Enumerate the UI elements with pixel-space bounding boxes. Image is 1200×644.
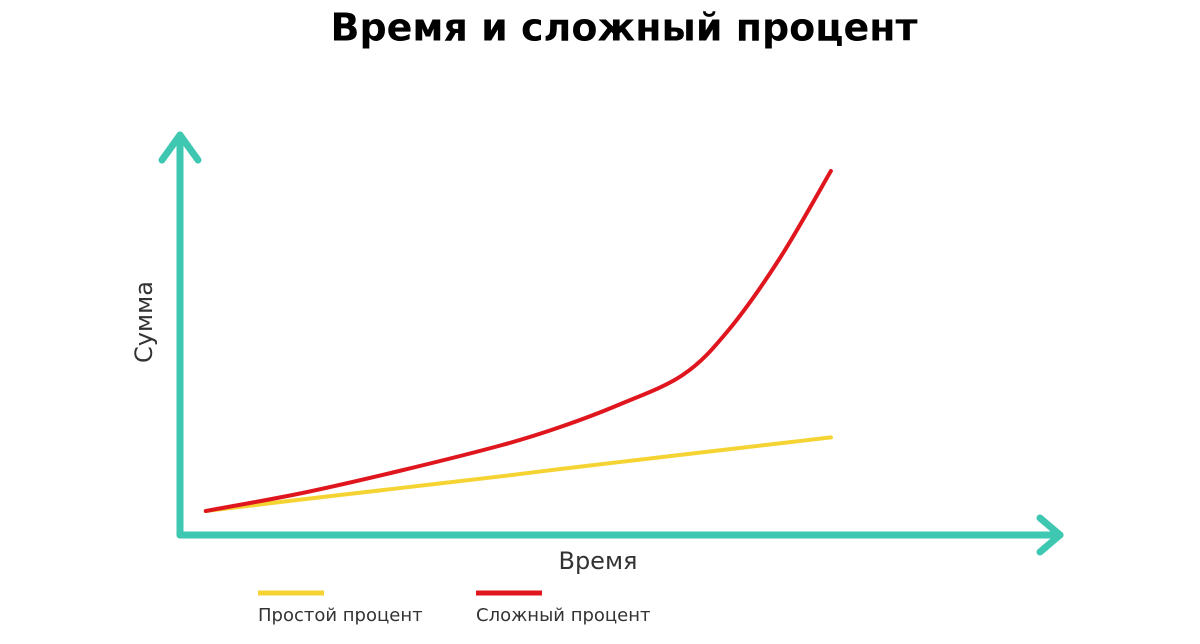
axes xyxy=(158,131,1064,556)
chart-title: Время и сложный процент xyxy=(330,6,917,50)
y-axis-arrow xyxy=(158,131,202,164)
series-line xyxy=(203,169,833,513)
legend-label: Сложный процент xyxy=(476,605,651,626)
series-line xyxy=(203,435,833,513)
x-axis-arrow xyxy=(1036,514,1064,556)
y-axis-label: Сумма xyxy=(130,281,158,363)
legend-label: Простой процент xyxy=(258,605,423,626)
x-axis-label: Время xyxy=(558,547,637,575)
